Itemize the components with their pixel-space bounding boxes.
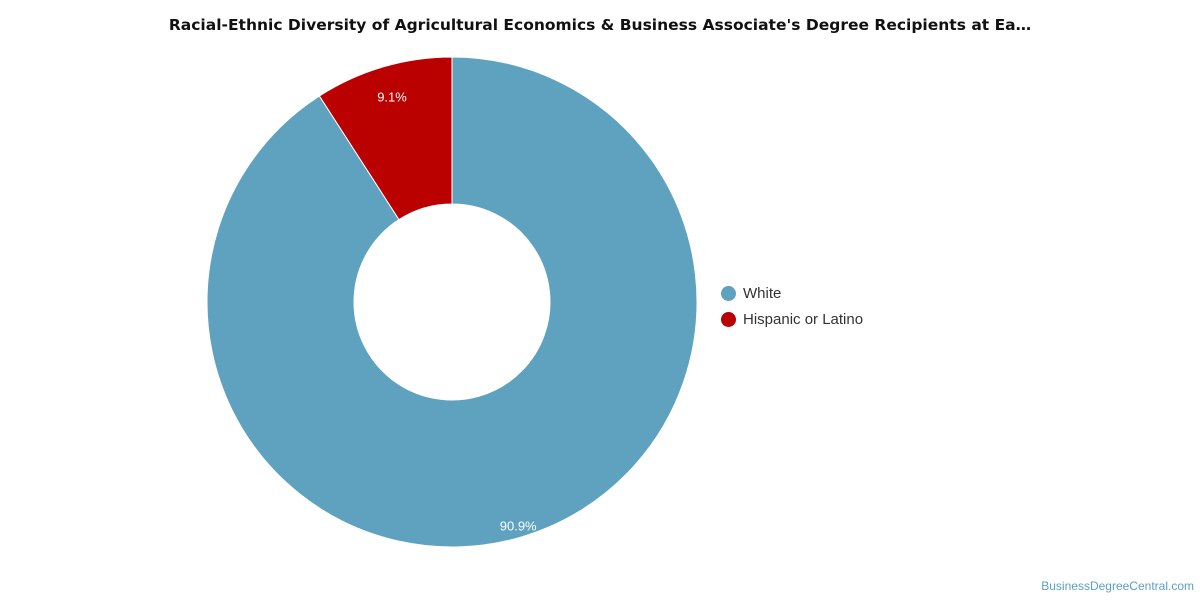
legend-item-white[interactable]: White	[721, 280, 863, 306]
legend-label: White	[743, 284, 782, 302]
slice-label-white: 90.9%	[500, 519, 537, 534]
legend-swatch-icon	[721, 311, 736, 327]
chart-title: Racial-Ethnic Diversity of Agricultural …	[168, 16, 1032, 34]
legend-label: Hispanic or Latino	[743, 310, 864, 328]
legend-swatch-icon	[721, 285, 736, 301]
legend-item-hispanic-or-latino[interactable]: Hispanic or Latino	[721, 306, 863, 332]
source-credit-link[interactable]: BusinessDegreeCentral.com	[1041, 579, 1194, 593]
chart-legend: White Hispanic or Latino	[721, 280, 863, 332]
slice-label-hispanic-or-latino: 9.1%	[377, 89, 407, 104]
donut-slice-white[interactable]	[206, 56, 698, 548]
donut-slice-hispanic-or-latino[interactable]	[318, 56, 453, 221]
